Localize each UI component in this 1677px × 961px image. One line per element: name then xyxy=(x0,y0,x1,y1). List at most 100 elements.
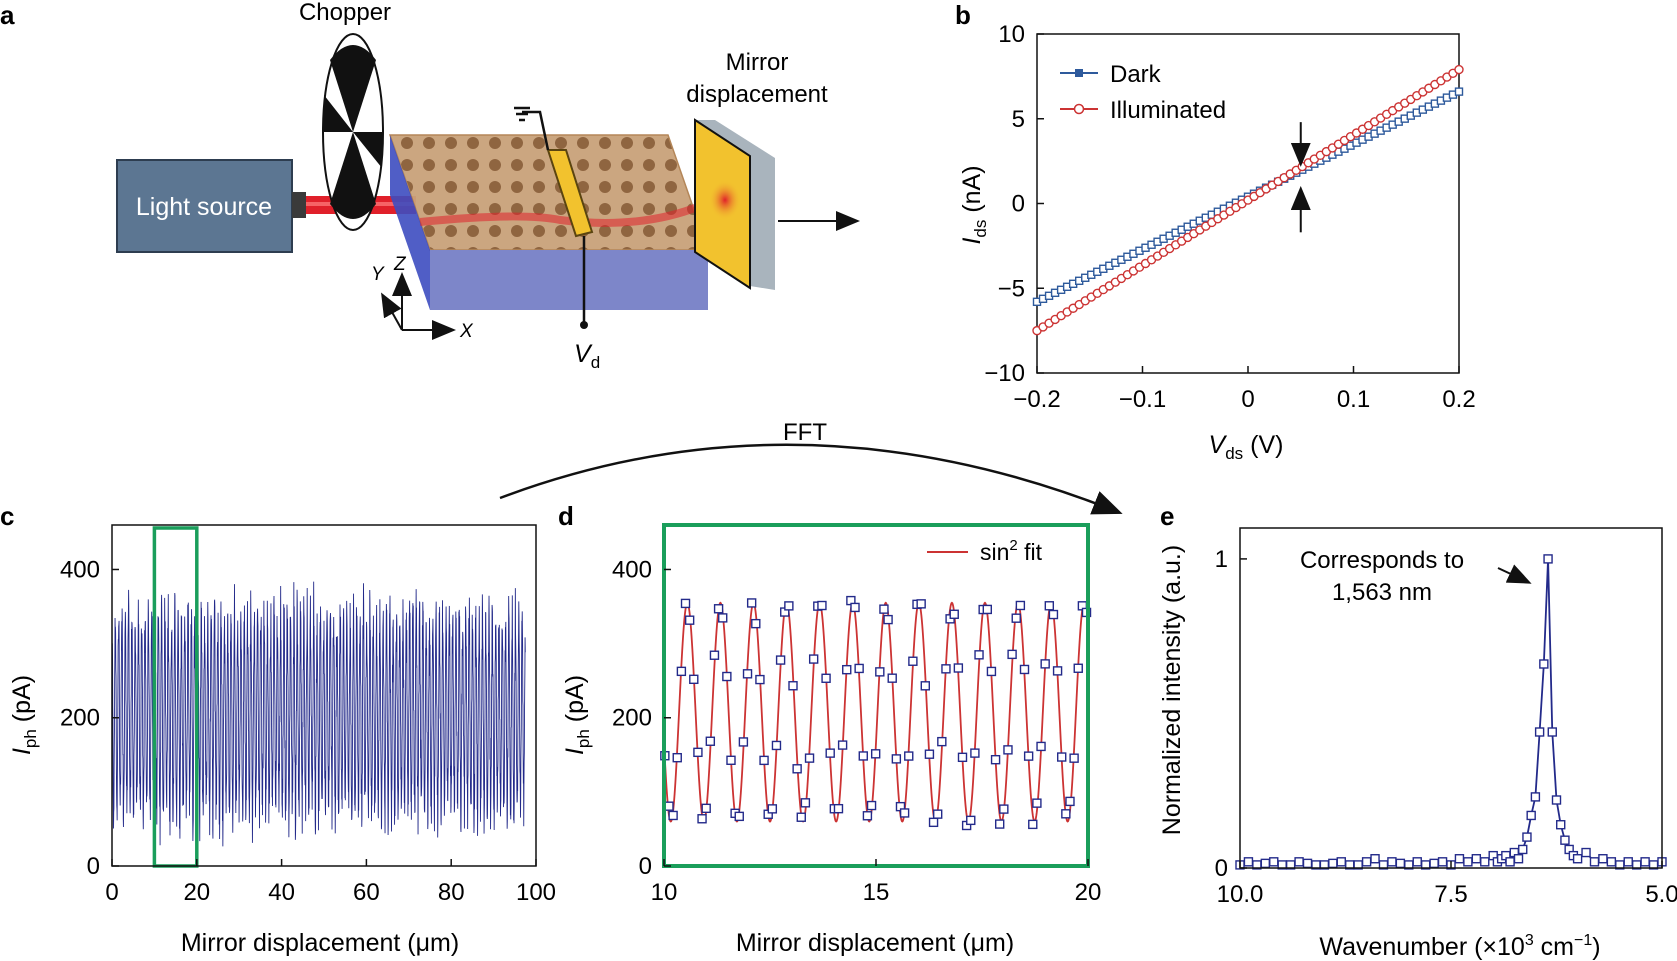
data-point xyxy=(1061,809,1071,819)
axes-b: −0.2 −0.1 0 0.1 0.2 −10 −5 0 5 10 xyxy=(984,21,1475,413)
data-point xyxy=(1069,753,1079,763)
x-tick-label: 7.5 xyxy=(1434,881,1467,908)
data-point xyxy=(755,674,765,685)
data-point xyxy=(792,764,802,774)
x-tick-label: 40 xyxy=(268,879,295,906)
data-point xyxy=(1518,844,1528,855)
data-point xyxy=(879,604,889,614)
x-tick-label: −0.1 xyxy=(1119,386,1166,413)
device-block xyxy=(388,134,710,310)
data-point xyxy=(1471,854,1482,864)
legend-b: Dark Illuminated xyxy=(1060,61,1226,124)
data-point xyxy=(990,754,1001,765)
data-point xyxy=(759,755,769,766)
panel-label-d: d xyxy=(558,501,574,531)
y-tick-label: 5 xyxy=(1012,106,1025,133)
data-point xyxy=(904,751,914,761)
data-point xyxy=(1328,858,1338,869)
data-point xyxy=(1454,854,1465,864)
xlabel-d: Mirror displacement (μm) xyxy=(736,929,1014,957)
legend-d-fit-label: sin2 fit xyxy=(980,537,1043,565)
data-point xyxy=(970,748,980,758)
data-point xyxy=(920,681,930,691)
data-point xyxy=(672,752,682,763)
data-point xyxy=(1437,857,1448,867)
x-tick-label: 80 xyxy=(438,879,465,906)
data-point xyxy=(668,810,678,821)
y-tick-label: −10 xyxy=(984,360,1025,387)
data-point xyxy=(767,804,778,814)
data-point xyxy=(966,815,976,826)
data-point xyxy=(800,798,811,808)
data-point xyxy=(1463,857,1473,867)
data-point xyxy=(680,598,691,609)
data-point xyxy=(796,812,806,822)
data-point xyxy=(1572,854,1583,864)
data-point xyxy=(664,801,674,811)
ylabel-d: Iph (pA) xyxy=(561,675,593,755)
y-tick-label: 0 xyxy=(1012,191,1025,218)
ylabel-e: Normalized intensity (a.u.) xyxy=(1158,545,1186,835)
data-point xyxy=(775,655,786,665)
legend-label: Illuminated xyxy=(1110,97,1226,124)
data-point xyxy=(1556,820,1566,830)
panel-c: c 0 20 40 60 80 100 0 200 400 Mirror displacemen… xyxy=(0,501,556,957)
data-point xyxy=(693,747,703,758)
data-point xyxy=(937,736,947,747)
data-point xyxy=(858,751,868,761)
legend-d: sin2 fit xyxy=(927,537,1043,565)
data-point xyxy=(726,755,736,765)
data-point xyxy=(941,664,951,674)
panel-b: b −0.2 −0.1 0 0.1 0.2 −10 −5 0 5 10 Dark Illuminat… xyxy=(955,0,1476,463)
data-point xyxy=(1007,649,1017,660)
data-point xyxy=(1269,857,1279,867)
data-point xyxy=(862,811,873,821)
data-point xyxy=(1370,854,1380,864)
data-point xyxy=(746,598,757,608)
y-tick-label: 0 xyxy=(639,853,652,880)
axis-x-label: X xyxy=(459,321,474,342)
y-tick-label: 0 xyxy=(1215,855,1228,882)
data-point xyxy=(949,609,959,619)
data-point xyxy=(1412,857,1422,867)
xlabel-e: Wavenumber (×103 cm−1) xyxy=(1319,932,1600,961)
data-point xyxy=(1480,857,1490,867)
data-point xyxy=(1260,858,1271,869)
legend-label: Dark xyxy=(1110,61,1162,88)
fft-arrow xyxy=(499,443,1123,515)
data-b xyxy=(1032,64,1464,336)
data-point xyxy=(1522,832,1532,842)
x-tick-label: 60 xyxy=(353,879,380,906)
y-tick-label: −5 xyxy=(998,275,1025,302)
data-point xyxy=(825,748,835,758)
data-point xyxy=(817,600,827,611)
data-point xyxy=(676,666,687,677)
data-point xyxy=(1011,613,1021,623)
data-point xyxy=(953,663,964,673)
y-tick-label: 10 xyxy=(998,21,1025,48)
panel-label-e: e xyxy=(1160,501,1174,531)
spectrum-line xyxy=(1239,558,1663,866)
data-point xyxy=(1243,857,1254,867)
data-point xyxy=(804,753,815,763)
y-tick-label: 1 xyxy=(1215,546,1228,573)
data-point xyxy=(1543,554,1553,564)
x-tick-label: −0.2 xyxy=(1013,386,1060,413)
data-point xyxy=(1336,857,1346,867)
x-tick-label: 100 xyxy=(516,879,556,906)
x-tick-label: 0 xyxy=(105,879,118,906)
data-point xyxy=(1044,601,1055,611)
data-point-dark xyxy=(1454,87,1464,96)
annotation-e-line2: 1,563 nm xyxy=(1332,579,1432,606)
data-point xyxy=(928,817,939,828)
axes-c: 0 20 40 60 80 100 0 200 400 xyxy=(60,524,556,906)
x-tick-label: 20 xyxy=(183,879,210,906)
data-point xyxy=(833,803,844,814)
data-point xyxy=(887,673,897,683)
data-point xyxy=(1547,727,1557,737)
vd-label: Vd xyxy=(574,340,600,372)
data-point xyxy=(891,754,902,764)
data-point xyxy=(684,615,695,625)
data-point xyxy=(713,604,724,614)
